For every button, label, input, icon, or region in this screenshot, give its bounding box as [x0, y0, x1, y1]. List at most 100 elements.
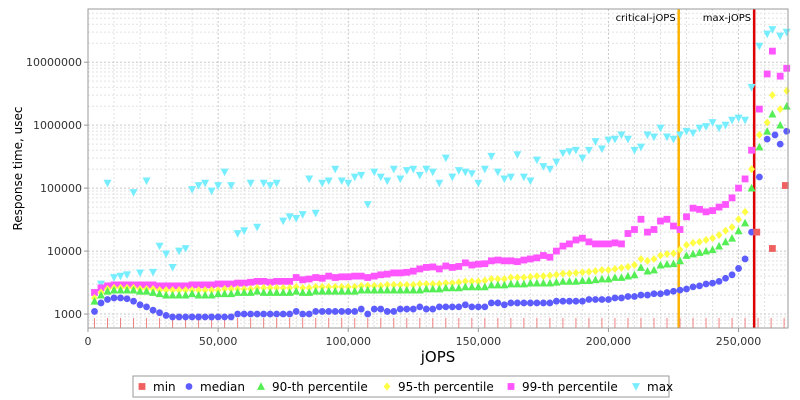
- 90-th-percentile-point: [285, 288, 294, 296]
- 95-th-percentile-point: [657, 251, 664, 260]
- 99-th-percentile-point: [247, 278, 255, 286]
- 99-th-percentile-point: [461, 259, 469, 267]
- 90-th-percentile-point: [630, 270, 639, 279]
- median-point: [702, 280, 710, 288]
- max-point: [194, 182, 203, 190]
- 90-th-percentile-point: [519, 279, 528, 288]
- 90-th-percentile-point: [155, 289, 164, 298]
- 90-th-percentile-point: [259, 288, 268, 296]
- series-max: [90, 26, 791, 297]
- 90-th-percentile-point: [214, 289, 223, 298]
- 95-th-percentile-point: [618, 263, 625, 272]
- max-point: [500, 175, 509, 184]
- 99-th-percentile-point: [97, 284, 105, 292]
- 99-th-percentile-point: [253, 277, 261, 285]
- 90-th-percentile-point: [474, 282, 483, 291]
- 90-th-percentile-point: [357, 285, 366, 294]
- legend-swatch: [185, 383, 193, 390]
- max-point: [207, 187, 216, 196]
- 90-th-percentile-point: [272, 288, 281, 296]
- 99-th-percentile-point: [676, 226, 684, 233]
- max-point: [292, 215, 301, 223]
- median-point: [169, 313, 176, 321]
- 99-th-percentile-point: [728, 194, 736, 202]
- 90-th-percentile-point: [782, 102, 791, 110]
- 95-th-percentile-point: [611, 264, 619, 273]
- 95-th-percentile-point: [605, 266, 612, 275]
- series-min: [753, 182, 789, 252]
- max-point: [702, 123, 711, 131]
- 95-th-percentile-point: [468, 277, 476, 286]
- 90-th-percentile-point: [728, 234, 737, 242]
- median-point: [182, 313, 189, 321]
- 90-th-percentile-point: [344, 287, 353, 295]
- 90-th-percentile-point: [110, 285, 119, 294]
- legend-item: max: [632, 380, 673, 394]
- 95-th-percentile-point: [755, 130, 763, 139]
- median-point: [123, 295, 131, 303]
- 95-th-percentile-point: [650, 254, 658, 263]
- 90-th-percentile-point: [480, 282, 489, 291]
- 90-th-percentile-point: [539, 278, 548, 287]
- max-point: [129, 189, 138, 197]
- median-point: [351, 308, 359, 315]
- median-point: [435, 303, 443, 311]
- max-point: [467, 170, 476, 178]
- 95-th-percentile-point: [689, 238, 697, 247]
- 90-th-percentile-point: [402, 285, 411, 294]
- 95-th-percentile-point: [696, 237, 703, 246]
- median-point: [526, 299, 534, 307]
- max-point: [565, 148, 574, 156]
- median-point: [592, 296, 599, 303]
- 90-th-percentile-point: [298, 288, 307, 296]
- 95-th-percentile-point: [305, 283, 313, 292]
- 99-th-percentile-point: [783, 64, 791, 72]
- 90-th-percentile-point: [305, 288, 314, 296]
- max-point: [188, 186, 197, 194]
- 99-th-percentile-point: [755, 105, 763, 113]
- 95-th-percentile-point: [169, 286, 176, 295]
- 99-th-percentile-point: [260, 277, 268, 285]
- median-point: [273, 310, 281, 318]
- 90-th-percentile-point: [292, 287, 301, 295]
- max-point: [604, 136, 613, 145]
- 99-th-percentile-point: [143, 281, 150, 289]
- 99-th-percentile-point: [195, 281, 202, 289]
- 90-th-percentile-point: [734, 226, 743, 235]
- max-point: [643, 131, 652, 140]
- 90-th-percentile-point: [776, 120, 785, 129]
- 95-th-percentile-point: [331, 282, 339, 291]
- 90-th-percentile-point: [643, 266, 652, 275]
- max-point: [357, 171, 366, 180]
- min-point: [768, 245, 776, 252]
- max-point: [214, 182, 223, 190]
- 99-th-percentile-point: [312, 274, 320, 281]
- 90-th-percentile-point: [604, 274, 613, 283]
- max-point: [474, 179, 483, 188]
- 90-th-percentile-point: [493, 280, 502, 289]
- 95-th-percentile-point: [572, 268, 580, 277]
- 90-th-percentile-point: [545, 278, 554, 287]
- 95-th-percentile-point: [735, 215, 742, 224]
- 95-th-percentile-point: [403, 280, 411, 289]
- 99-th-percentile-point: [487, 257, 495, 265]
- 99-th-percentile-point: [559, 242, 567, 250]
- 99-th-percentile-point: [234, 279, 242, 287]
- max-point: [409, 165, 418, 174]
- 90-th-percentile-point: [279, 288, 288, 296]
- legend-swatch: [138, 383, 146, 390]
- y-tick-label: 1000: [54, 308, 82, 321]
- 99-th-percentile-point: [383, 270, 391, 278]
- 90-th-percentile-point: [513, 279, 522, 288]
- 90-th-percentile-point: [763, 127, 772, 135]
- 95-th-percentile-point: [162, 286, 170, 295]
- 99-th-percentile-point: [156, 282, 163, 290]
- median-point: [755, 173, 763, 181]
- 90-th-percentile-point: [454, 283, 463, 292]
- max-point: [721, 121, 730, 130]
- max-point: [97, 280, 106, 289]
- 95-th-percentile-point: [390, 280, 398, 289]
- 90-th-percentile-point: [350, 287, 359, 295]
- 99-th-percentile-point: [481, 260, 489, 268]
- 90-th-percentile-point: [715, 241, 724, 250]
